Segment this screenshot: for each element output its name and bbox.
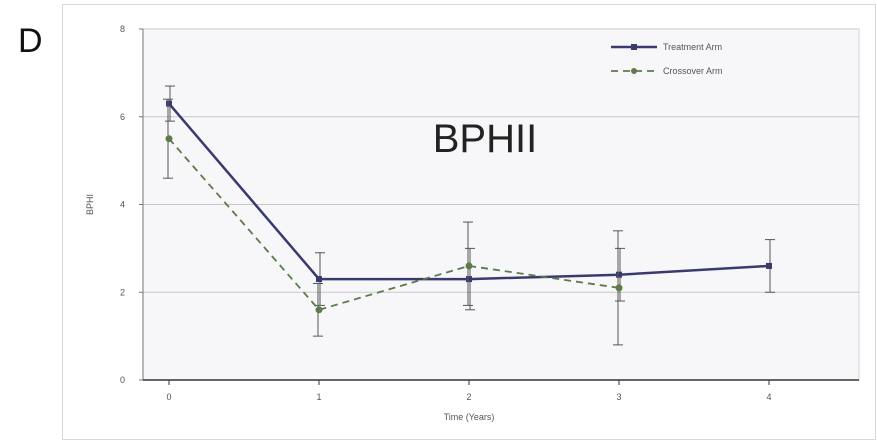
legend-marker-0	[631, 44, 637, 50]
panel-letter: D	[18, 22, 43, 60]
series-line-1	[168, 138, 620, 311]
series-layer	[163, 85, 775, 346]
x-tick-label-4: 4	[766, 392, 771, 402]
point-1-3	[615, 284, 623, 292]
legend: Treatment Arm Crossover Arm	[611, 42, 723, 76]
point-0-4	[766, 262, 772, 269]
point-0-3	[616, 271, 622, 278]
x-axis-title: Time (Years)	[444, 412, 495, 422]
x-tick-label-3: 3	[616, 392, 621, 402]
x-tick-label-0: 0	[166, 392, 171, 402]
y-tick-label-2: 2	[120, 287, 125, 297]
bphi-line-chart: 0 2 4 6 8 0 1 2 3 4 BPHII Treatment Arm Crossover …	[85, 24, 860, 422]
y-tick-label-0: 0	[120, 375, 125, 385]
point-0-0	[166, 100, 172, 107]
legend-label-1: Crossover Arm	[663, 66, 723, 76]
legend-label-0: Treatment Arm	[663, 42, 722, 52]
point-0-1	[316, 276, 322, 283]
y-axis-title: BPHI	[85, 194, 95, 215]
legend-marker-1	[631, 68, 637, 74]
y-tick-label-8: 8	[120, 24, 125, 34]
point-1-0	[165, 135, 173, 143]
chart-annotation: BPHII	[433, 117, 537, 161]
y-tick-label-4: 4	[120, 200, 125, 210]
chart-frame: 0 2 4 6 8 0 1 2 3 4 BPHII Treatment Arm Crossover …	[62, 4, 876, 440]
point-1-1	[315, 306, 323, 314]
point-1-2	[465, 262, 473, 270]
grid-lines	[142, 28, 860, 381]
axes: 0 2 4 6 8 0 1 2 3 4	[120, 24, 859, 402]
x-tick-label-2: 2	[466, 392, 471, 402]
point-0-2	[466, 276, 472, 283]
x-tick-label-1: 1	[316, 392, 321, 402]
y-tick-label-6: 6	[120, 112, 125, 122]
